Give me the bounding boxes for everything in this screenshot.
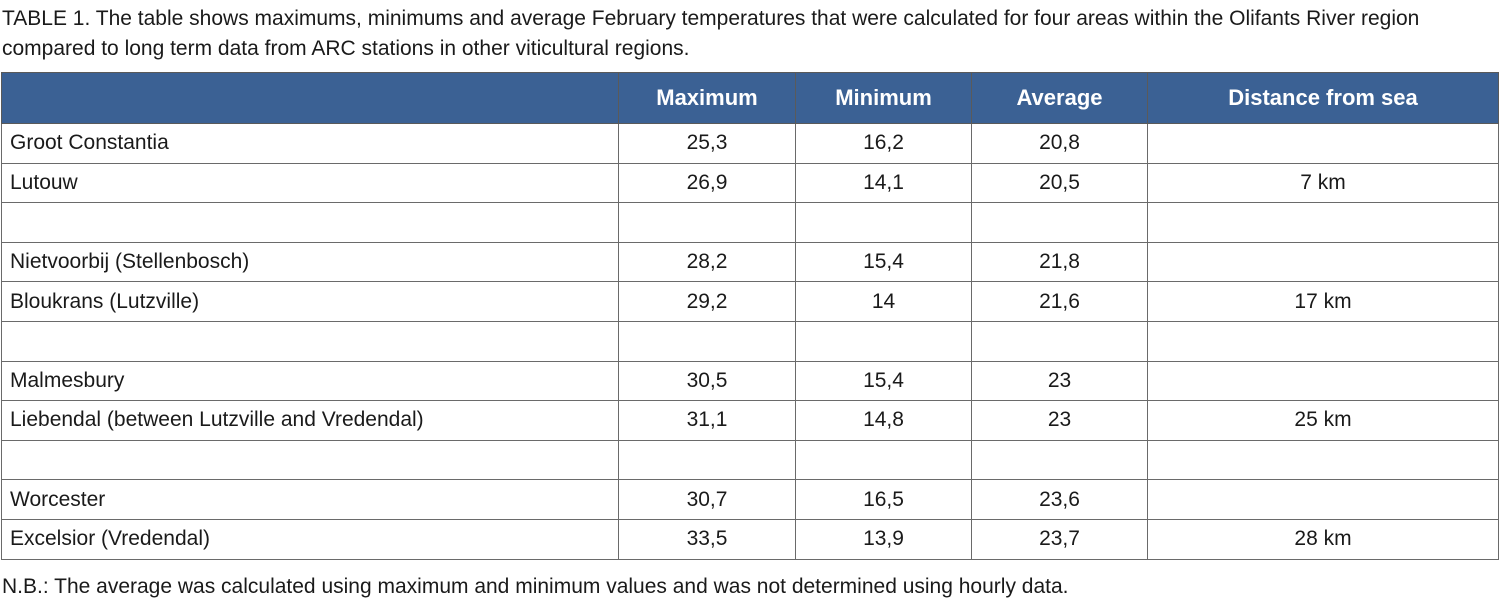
cell-maximum: 33,5 <box>618 518 796 560</box>
cell-average: 20,5 <box>971 162 1148 204</box>
cell-average: 23 <box>971 360 1148 402</box>
header-row: Maximum Minimum Average Distance from se… <box>1 72 1499 124</box>
cell-maximum: 26,9 <box>618 162 796 204</box>
cell-distance <box>1147 202 1499 243</box>
cell-location: Nietvoorbij (Stellenbosch) <box>1 241 619 283</box>
header-average: Average <box>971 72 1148 124</box>
cell-average: 21,6 <box>971 281 1148 322</box>
cell-maximum: 31,1 <box>618 400 796 441</box>
table-row: Nietvoorbij (Stellenbosch) 28,2 15,4 21,8 <box>1 241 1499 283</box>
cell-location: Lutouw <box>1 162 619 204</box>
cell-maximum <box>618 439 796 481</box>
cell-maximum <box>618 320 796 362</box>
cell-distance <box>1147 241 1499 283</box>
cell-distance <box>1147 439 1499 481</box>
cell-minimum: 14,8 <box>795 400 972 441</box>
table-row <box>1 439 1499 481</box>
cell-average <box>971 320 1148 362</box>
cell-minimum: 15,4 <box>795 360 972 402</box>
table-row: Groot Constantia 25,3 16,2 20,8 <box>1 123 1499 164</box>
table-row: Worcester 30,7 16,5 23,6 <box>1 479 1499 520</box>
cell-location <box>1 202 619 243</box>
temperature-table: Maximum Minimum Average Distance from se… <box>1 72 1499 560</box>
cell-location: Malmesbury <box>1 360 619 402</box>
table-row: Liebendal (between Lutzville and Vredend… <box>1 400 1499 441</box>
cell-average <box>971 202 1148 243</box>
table-row: Lutouw 26,9 14,1 20,5 7 km <box>1 162 1499 204</box>
header-maximum: Maximum <box>618 72 796 124</box>
cell-distance: 25 km <box>1147 400 1499 441</box>
cell-maximum <box>618 202 796 243</box>
cell-distance: 17 km <box>1147 281 1499 322</box>
header-location <box>1 72 619 124</box>
cell-average: 23,6 <box>971 479 1148 520</box>
cell-minimum <box>795 320 972 362</box>
table-row <box>1 202 1499 243</box>
cell-location: Excelsior (Vredendal) <box>1 518 619 560</box>
cell-minimum <box>795 439 972 481</box>
header-minimum: Minimum <box>795 72 972 124</box>
table-note: N.B.: The average was calculated using m… <box>2 575 1069 598</box>
table-row: Bloukrans (Lutzville) 29,2 14 21,6 17 km <box>1 281 1499 322</box>
table-caption: TABLE 1. The table shows maximums, minim… <box>2 7 1420 60</box>
table-row: Malmesbury 30,5 15,4 23 <box>1 360 1499 402</box>
cell-maximum: 25,3 <box>618 123 796 164</box>
cell-average: 23,7 <box>971 518 1148 560</box>
cell-minimum: 14,1 <box>795 162 972 204</box>
cell-distance <box>1147 360 1499 402</box>
temperature-table-container: Maximum Minimum Average Distance from se… <box>1 72 1499 560</box>
cell-location <box>1 439 619 481</box>
cell-location: Liebendal (between Lutzville and Vredend… <box>1 400 619 441</box>
cell-distance: 28 km <box>1147 518 1499 560</box>
cell-maximum: 28,2 <box>618 241 796 283</box>
cell-distance <box>1147 320 1499 362</box>
cell-average: 21,8 <box>971 241 1148 283</box>
header-distance-from-sea: Distance from sea <box>1147 72 1499 124</box>
cell-average: 20,8 <box>971 123 1148 164</box>
cell-location: Bloukrans (Lutzville) <box>1 281 619 322</box>
cell-minimum: 15,4 <box>795 241 972 283</box>
cell-location: Worcester <box>1 479 619 520</box>
cell-maximum: 30,7 <box>618 479 796 520</box>
cell-minimum: 16,2 <box>795 123 972 164</box>
cell-distance <box>1147 123 1499 164</box>
cell-location <box>1 320 619 362</box>
cell-average <box>971 439 1148 481</box>
table-body: Groot Constantia 25,3 16,2 20,8 Lutouw 26,9 14… <box>1 123 1499 560</box>
table-row: Excelsior (Vredendal) 33,5 13,9 23,7 28 km <box>1 518 1499 560</box>
cell-location: Groot Constantia <box>1 123 619 164</box>
cell-minimum <box>795 202 972 243</box>
cell-distance <box>1147 479 1499 520</box>
cell-minimum: 16,5 <box>795 479 972 520</box>
cell-minimum: 13,9 <box>795 518 972 560</box>
cell-average: 23 <box>971 400 1148 441</box>
cell-maximum: 29,2 <box>618 281 796 322</box>
cell-maximum: 30,5 <box>618 360 796 402</box>
cell-distance: 7 km <box>1147 162 1499 204</box>
cell-minimum: 14 <box>795 281 972 322</box>
table-row <box>1 320 1499 362</box>
